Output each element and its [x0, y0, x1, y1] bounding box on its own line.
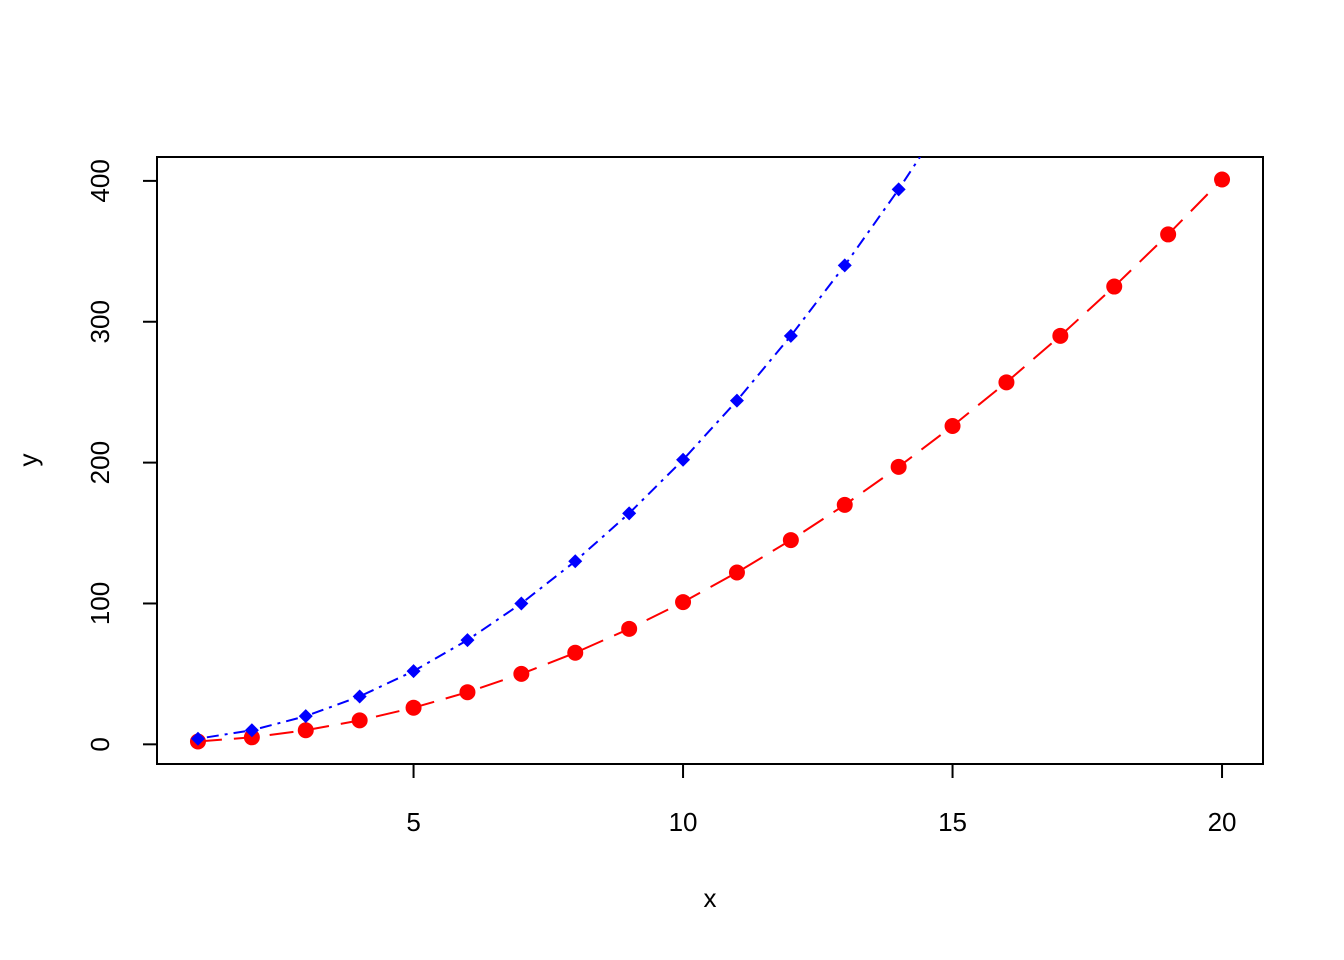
- point: [190, 731, 205, 746]
- series-line: [197, 157, 922, 740]
- point: [782, 532, 799, 549]
- point: [1214, 171, 1231, 188]
- y-tick-label: 300: [85, 300, 115, 343]
- point: [944, 417, 961, 434]
- series-line: [197, 178, 1223, 743]
- point: [406, 664, 421, 679]
- plot-area: [189, 13, 1231, 750]
- point: [622, 506, 637, 521]
- y-tick-label: 400: [85, 159, 115, 202]
- point: [405, 699, 422, 716]
- plot-frame: [156, 156, 1264, 765]
- point: [946, 101, 960, 115]
- point: [351, 712, 368, 729]
- point: [676, 452, 691, 467]
- point: [567, 644, 584, 661]
- y-axis-label: y: [13, 454, 43, 467]
- point: [999, 13, 1013, 27]
- point: [728, 564, 745, 581]
- point: [1052, 327, 1069, 344]
- y-tick-label: 100: [85, 582, 115, 625]
- x-tick-label: 5: [406, 807, 420, 837]
- point: [891, 182, 906, 197]
- point: [568, 554, 583, 569]
- point: [675, 594, 692, 611]
- point: [783, 328, 798, 343]
- y-tick-label: 200: [85, 441, 115, 484]
- point: [1106, 278, 1123, 295]
- point: [460, 633, 475, 648]
- y-tick-label: 0: [85, 737, 115, 751]
- point: [621, 620, 638, 637]
- point: [890, 458, 907, 475]
- point: [836, 496, 853, 513]
- point: [837, 258, 852, 273]
- point: [513, 665, 530, 682]
- point: [297, 722, 314, 739]
- point: [1160, 226, 1177, 243]
- point: [244, 723, 259, 738]
- point: [729, 393, 744, 408]
- point: [459, 684, 476, 701]
- x-tick-label: 10: [669, 807, 698, 837]
- point: [298, 709, 313, 724]
- point: [514, 596, 529, 611]
- point: [352, 689, 367, 704]
- x-tick-label: 15: [938, 807, 967, 837]
- point: [998, 374, 1015, 391]
- x-tick-label: 20: [1208, 807, 1237, 837]
- x-axis-label: x: [704, 883, 717, 913]
- point: [243, 729, 260, 746]
